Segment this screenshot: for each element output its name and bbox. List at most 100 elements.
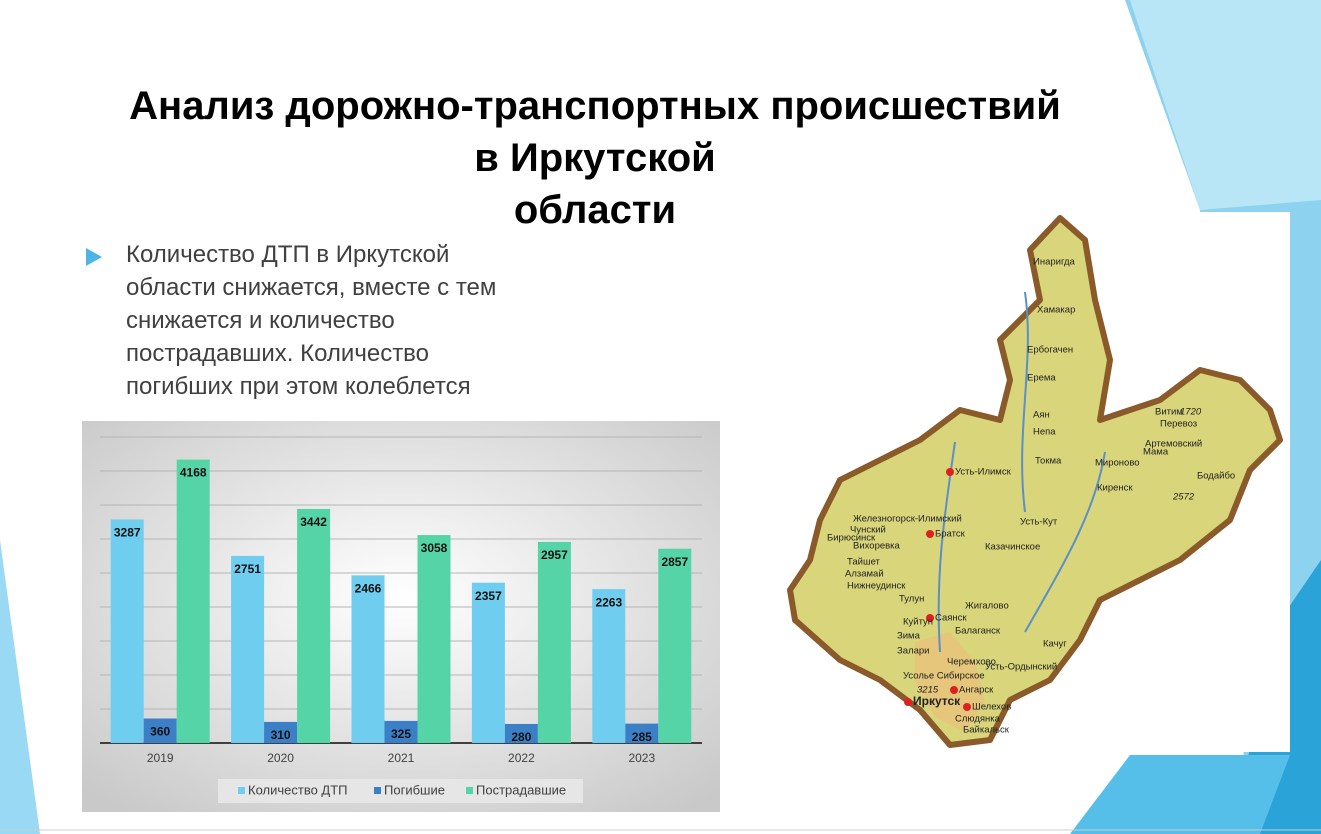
data-label: 3287 [114,526,141,540]
title-line: области [513,188,677,232]
city-dot [963,703,971,711]
city-dot [926,614,934,622]
map-label: Токма [1035,456,1062,467]
map-label: Братск [935,529,966,540]
map-label: Железногорск-Илимский [853,514,962,525]
legend-box [218,779,583,803]
map-label: Усть-Илимск [955,467,1012,478]
legend-label: Погибшие [384,782,445,797]
city-dot [904,698,912,706]
map-label: Усть-Ордынский [985,662,1057,673]
bar [537,541,571,743]
map-label: Непа [1033,427,1056,438]
map-label: Инаригда [1033,257,1076,268]
x-tick-label: 2019 [147,751,174,765]
map-label: Жигалово [965,601,1009,612]
map-label: Саянск [935,613,967,624]
map-label: Куйтун [903,617,933,628]
bullet-text: Количество ДТП в Иркутской области снижа… [126,241,497,400]
map-label: Слюдянка [955,714,1001,725]
map-label: Аян [1033,410,1050,421]
legend-label: Количество ДТП [248,782,348,797]
data-label: 2466 [355,581,382,595]
map-label: Хамакар [1037,305,1075,316]
map-label: Вихоревка [853,541,901,552]
map-label: Тулун [899,594,924,605]
legend-swatch [238,787,245,794]
map-label: 3215 [917,685,939,696]
data-label: 2357 [475,589,502,603]
data-label: 3058 [421,541,448,555]
map-label: Шелехов [972,702,1011,713]
title-line: в Иркутской [474,136,716,180]
map-label: Мама [1143,447,1169,458]
map-label: Байкальск [963,725,1010,736]
map-label: Усолье Сибирское [903,671,985,682]
bullet-marker [86,248,102,266]
legend-swatch [466,787,473,794]
map-label: Витим [1155,407,1183,418]
legend-swatch [374,787,381,794]
x-tick-label: 2023 [628,751,655,765]
data-label: 2263 [595,595,622,609]
bar [417,535,451,743]
bar [658,548,692,743]
x-tick-label: 2022 [508,751,535,765]
map-label: Алзамай [845,569,884,580]
map-label: Ангарск [959,685,994,696]
map-label: Казачинское [985,542,1040,553]
map-label: Перевоз [1160,419,1197,430]
map-label: Киренск [1097,483,1133,494]
data-label: 2857 [661,555,688,569]
title: Анализ дорожно-транспортных происшествий… [60,80,1130,236]
map-label: Ербогачен [1027,345,1073,356]
data-label: 285 [632,730,652,744]
region-shape [787,215,1283,748]
data-label: 310 [271,728,291,742]
data-label: 280 [511,730,531,744]
map-label: 1720 [1180,407,1202,418]
data-label: 3442 [300,515,327,529]
map-label: Бирюсинск [827,533,876,544]
bar [143,718,177,743]
data-label: 4168 [180,466,207,480]
map-label: Залари [897,646,929,657]
bar [625,723,659,743]
chart: 2019 3287 360 4168 2020 2751 310 3442 2021 2466 32… [82,421,720,812]
data-label: 2751 [234,562,261,576]
bar [176,459,210,743]
map-label: Иркутск [913,694,961,708]
map-label: Артемовский [1145,439,1202,450]
map: Инаригда Хамакар Ербогачен Ерема Аян Непа Токм… [775,212,1290,752]
data-label: 325 [391,727,411,741]
map-label: Мироново [1095,458,1140,469]
bar [504,723,538,743]
x-tick-label: 2021 [388,751,415,765]
map-label: Зима [897,631,921,642]
map-label: Тайшет [847,557,881,568]
bar [351,575,385,743]
bar [384,720,418,743]
city-dot [926,530,934,538]
decor [0,540,40,834]
map-label: Черемхово [947,657,996,668]
decor [1070,755,1290,834]
city-dot [946,468,954,476]
data-label: 2957 [541,548,568,562]
bar [110,519,144,743]
x-tick-label: 2020 [267,751,294,765]
data-label: 360 [150,725,170,739]
map-label: Чунский [850,525,886,536]
map-label: Нижнеудинск [847,581,906,592]
bar [592,589,626,743]
map-label: Ерема [1027,373,1056,384]
bar [264,721,298,743]
map-label: Усть-Кут [1020,517,1058,528]
map-label: Качуг [1043,639,1067,650]
river [937,291,1106,653]
map-label: Балаганск [955,626,1001,637]
bar [231,555,265,743]
title-line: Анализ дорожно-транспортных происшествий [129,84,1061,128]
bar [471,582,505,743]
